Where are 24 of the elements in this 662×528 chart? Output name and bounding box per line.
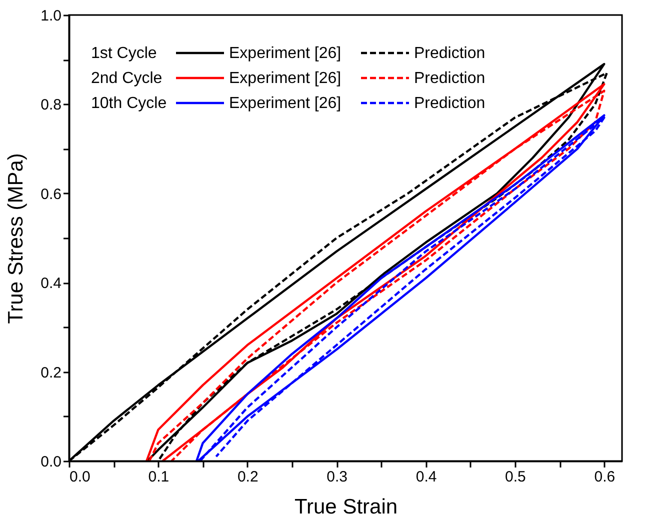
y-tick-label: 0.6 bbox=[40, 186, 62, 203]
y-tick-label: 0.2 bbox=[40, 364, 62, 382]
annotation: 10th Cycle bbox=[91, 95, 167, 112]
annotation: 1st Cycle bbox=[91, 45, 157, 62]
y-tick-label: 0.8 bbox=[40, 96, 62, 114]
x-tick-label: 0.0 bbox=[70, 468, 90, 486]
legend-label: Prediction bbox=[414, 45, 486, 62]
x-axis-title: True Strain bbox=[294, 496, 398, 518]
x-tick-label: 0.2 bbox=[237, 468, 258, 486]
x-tick-label: 0.1 bbox=[148, 468, 170, 486]
x-tick-label: 0.4 bbox=[416, 468, 437, 486]
legend-label: Experiment [26] bbox=[229, 70, 342, 87]
annotation: 2nd Cycle bbox=[91, 70, 162, 87]
y-tick-label: 0.0 bbox=[40, 454, 62, 470]
legend-label: Prediction bbox=[414, 70, 486, 87]
legend-label: Prediction bbox=[414, 95, 486, 112]
x-tick-label: 0.3 bbox=[326, 468, 348, 486]
y-axis-title: True Stress (MPa) bbox=[4, 153, 28, 324]
legend-label: Experiment [26] bbox=[229, 45, 342, 62]
legend-label: Experiment [26] bbox=[229, 95, 342, 112]
y-tick-label: 1.0 bbox=[40, 8, 62, 24]
x-tick-label: 0.5 bbox=[505, 468, 526, 486]
y-tick-label: 0.4 bbox=[40, 275, 62, 292]
x-tick-label: 0.6 bbox=[594, 468, 616, 486]
